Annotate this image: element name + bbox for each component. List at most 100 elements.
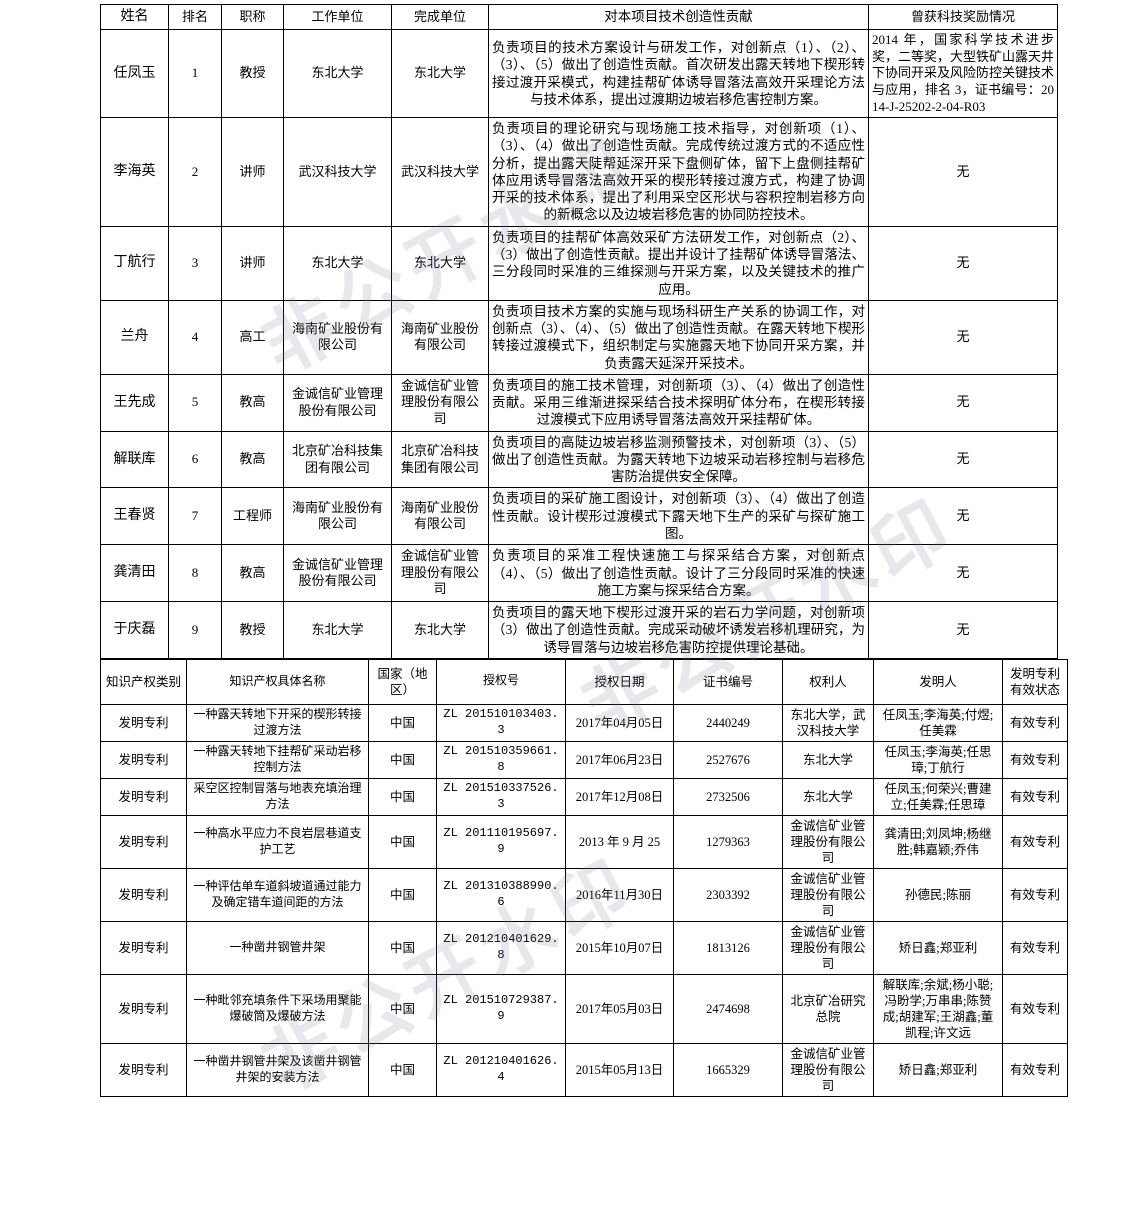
cell-award: 无 xyxy=(868,430,1058,489)
cell-ip-category: 发明专利 xyxy=(100,814,187,869)
ip-table-header-row: 知识产权类别 知识产权具体名称 国家（地区） 授权号 授权日期 证书编号 权利人… xyxy=(100,658,1068,705)
cell-grant-date: 2017年12月08日 xyxy=(565,777,674,816)
cell-status: 有效专利 xyxy=(1002,703,1068,742)
col-header-holder: 权利人 xyxy=(782,658,874,705)
cell-title: 工程师 xyxy=(221,487,284,546)
cell-contribution: 负责项目的技术方案设计与研发工作，对创新点（1）、（2）、（3）、（5）做出了创… xyxy=(488,28,869,119)
cell-work-unit: 东北大学 xyxy=(283,28,392,119)
cell-contribution: 负责项目的露天地下楔形过渡开采的岩石力学问题，对创新项（3）做出了创造性贡献。完… xyxy=(488,601,869,659)
contributors-table: 姓名 排名 职称 工作单位 完成单位 对本项目技术创造性贡献 曾获科技奖励情况 … xyxy=(100,4,1058,659)
cell-done-unit: 东北大学 xyxy=(391,601,489,659)
cell-inventors: 任凤玉;李海英;任思璋;丁航行 xyxy=(873,740,1003,779)
cell-work-unit: 武汉科技大学 xyxy=(283,117,392,227)
cell-ip-category: 发明专利 xyxy=(100,973,187,1044)
table-row: 发明专利 一种评估单车道斜坡道通过能力及确定错车道间距的方法 中国 ZL 201… xyxy=(100,867,1068,922)
cell-work-unit: 金诚信矿业管理股份有限公司 xyxy=(283,373,392,432)
cell-grant-date: 2017年05月03日 xyxy=(565,973,674,1044)
table-row: 发明专利 一种高水平应力不良岩层巷道支护工艺 中国 ZL 20111019569… xyxy=(100,814,1068,869)
cell-rank: 4 xyxy=(168,299,222,375)
col-header-contribution: 对本项目技术创造性贡献 xyxy=(488,4,869,30)
cell-holder: 东北大学，武汉科技大学 xyxy=(782,703,874,742)
cell-work-unit: 海南矿业股份有限公司 xyxy=(283,299,392,375)
cell-country: 中国 xyxy=(368,814,437,869)
cell-grant-date: 2013 年 9 月 25 xyxy=(565,814,674,869)
cell-ip-category: 发明专利 xyxy=(100,777,187,816)
cell-rank: 1 xyxy=(168,28,222,119)
cell-rank: 5 xyxy=(168,373,222,432)
cell-title: 教高 xyxy=(221,373,284,432)
cell-cert-number: 1813126 xyxy=(673,920,783,975)
cell-done-unit: 东北大学 xyxy=(391,225,489,301)
cell-cert-number: 1665329 xyxy=(673,1042,783,1097)
col-header-name: 姓名 xyxy=(100,4,169,30)
col-header-grant-number: 授权号 xyxy=(436,658,566,705)
table-row: 丁航行 3 讲师 东北大学 东北大学 负责项目的挂帮矿体高效采矿方法研发工作，对… xyxy=(100,225,1058,301)
cell-done-unit: 东北大学 xyxy=(391,28,489,119)
cell-cert-number: 1279363 xyxy=(673,814,783,869)
cell-inventors: 孙德民;陈丽 xyxy=(873,867,1003,922)
cell-title: 教授 xyxy=(221,28,284,119)
table-row: 兰舟 4 高工 海南矿业股份有限公司 海南矿业股份有限公司 负责项目技术方案的实… xyxy=(100,299,1058,375)
cell-status: 有效专利 xyxy=(1002,740,1068,779)
cell-country: 中国 xyxy=(368,867,437,922)
cell-contribution: 负责项目的施工技术管理，对创新项（3）、（4）做出了创造性贡献。采用三维渐进探采… xyxy=(488,373,869,432)
contributors-table-body: 姓名 排名 职称 工作单位 完成单位 对本项目技术创造性贡献 曾获科技奖励情况 … xyxy=(100,4,1058,659)
cell-name: 兰舟 xyxy=(100,299,169,375)
cell-grant-date: 2016年11月30日 xyxy=(565,867,674,922)
cell-country: 中国 xyxy=(368,1042,437,1097)
cell-cert-number: 2732506 xyxy=(673,777,783,816)
table-row: 李海英 2 讲师 武汉科技大学 武汉科技大学 负责项目的理论研究与现场施工技术指… xyxy=(100,117,1058,227)
cell-grant-number: ZL 201510729387.9 xyxy=(436,973,566,1044)
cell-award: 无 xyxy=(868,601,1058,659)
cell-country: 中国 xyxy=(368,703,437,742)
cell-ip-category: 发明专利 xyxy=(100,1042,187,1097)
table-row: 发明专利 一种毗邻充填条件下采场用聚能爆破筒及爆破方法 中国 ZL 201510… xyxy=(100,973,1068,1044)
table-row: 发明专利 一种露天转地下开采的楔形转接过渡方法 中国 ZL 2015101034… xyxy=(100,703,1068,742)
cell-award: 无 xyxy=(868,373,1058,432)
cell-contribution: 负责项目技术方案的实施与现场科研生产关系的协调工作，对创新点（3）、（4）、（5… xyxy=(488,299,869,375)
table-row: 王春贤 7 工程师 海南矿业股份有限公司 海南矿业股份有限公司 负责项目的采矿施… xyxy=(100,487,1058,546)
cell-name: 王先成 xyxy=(100,373,169,432)
cell-rank: 2 xyxy=(168,117,222,227)
table-row: 龚清田 8 教高 金诚信矿业管理股份有限公司 金诚信矿业管理股份有限公司 负责项… xyxy=(100,544,1058,603)
cell-country: 中国 xyxy=(368,973,437,1044)
cell-grant-number: ZL 201510359661.8 xyxy=(436,740,566,779)
cell-holder: 东北大学 xyxy=(782,777,874,816)
cell-rank: 6 xyxy=(168,430,222,489)
cell-grant-date: 2017年06月23日 xyxy=(565,740,674,779)
cell-done-unit: 海南矿业股份有限公司 xyxy=(391,299,489,375)
cell-title: 教高 xyxy=(221,544,284,603)
table-row: 王先成 5 教高 金诚信矿业管理股份有限公司 金诚信矿业管理股份有限公司 负责项… xyxy=(100,373,1058,432)
cell-inventors: 龚清田;刘凤坤;杨继胜;韩嘉颖;乔伟 xyxy=(873,814,1003,869)
cell-done-unit: 金诚信矿业管理股份有限公司 xyxy=(391,373,489,432)
col-header-title: 职称 xyxy=(221,4,284,30)
col-header-status: 发明专利有效状态 xyxy=(1002,658,1068,705)
cell-contribution: 负责项目的挂帮矿体高效采矿方法研发工作，对创新点（2）、（3）做出了创造性贡献。… xyxy=(488,225,869,301)
cell-name: 王春贤 xyxy=(100,487,169,546)
cell-status: 有效专利 xyxy=(1002,814,1068,869)
cell-status: 有效专利 xyxy=(1002,1042,1068,1097)
cell-ip-name: 一种露天转地下挂帮矿采动岩移控制方法 xyxy=(186,740,369,779)
ip-table-body: 知识产权类别 知识产权具体名称 国家（地区） 授权号 授权日期 证书编号 权利人… xyxy=(100,658,1068,1097)
cell-rank: 8 xyxy=(168,544,222,603)
cell-done-unit: 金诚信矿业管理股份有限公司 xyxy=(391,544,489,603)
cell-done-unit: 海南矿业股份有限公司 xyxy=(391,487,489,546)
cell-ip-category: 发明专利 xyxy=(100,867,187,922)
cell-ip-name: 一种露天转地下开采的楔形转接过渡方法 xyxy=(186,703,369,742)
cell-contribution: 负责项目的理论研究与现场施工技术指导，对创新项（1）、（3）、（4）做出了创造性… xyxy=(488,117,869,227)
cell-cert-number: 2527676 xyxy=(673,740,783,779)
cell-grant-date: 2015年05月13日 xyxy=(565,1042,674,1097)
cell-inventors: 任凤玉;李海英;付煜;任美霖 xyxy=(873,703,1003,742)
cell-holder: 金诚信矿业管理股份有限公司 xyxy=(782,814,874,869)
cell-name: 解联库 xyxy=(100,430,169,489)
cell-rank: 9 xyxy=(168,601,222,659)
cell-ip-name: 一种评估单车道斜坡道通过能力及确定错车道间距的方法 xyxy=(186,867,369,922)
col-header-done-unit: 完成单位 xyxy=(391,4,489,30)
cell-ip-category: 发明专利 xyxy=(100,740,187,779)
cell-grant-date: 2015年10月07日 xyxy=(565,920,674,975)
intellectual-property-table: 知识产权类别 知识产权具体名称 国家（地区） 授权号 授权日期 证书编号 权利人… xyxy=(100,658,1068,1097)
cell-status: 有效专利 xyxy=(1002,973,1068,1044)
cell-cert-number: 2303392 xyxy=(673,867,783,922)
cell-work-unit: 海南矿业股份有限公司 xyxy=(283,487,392,546)
